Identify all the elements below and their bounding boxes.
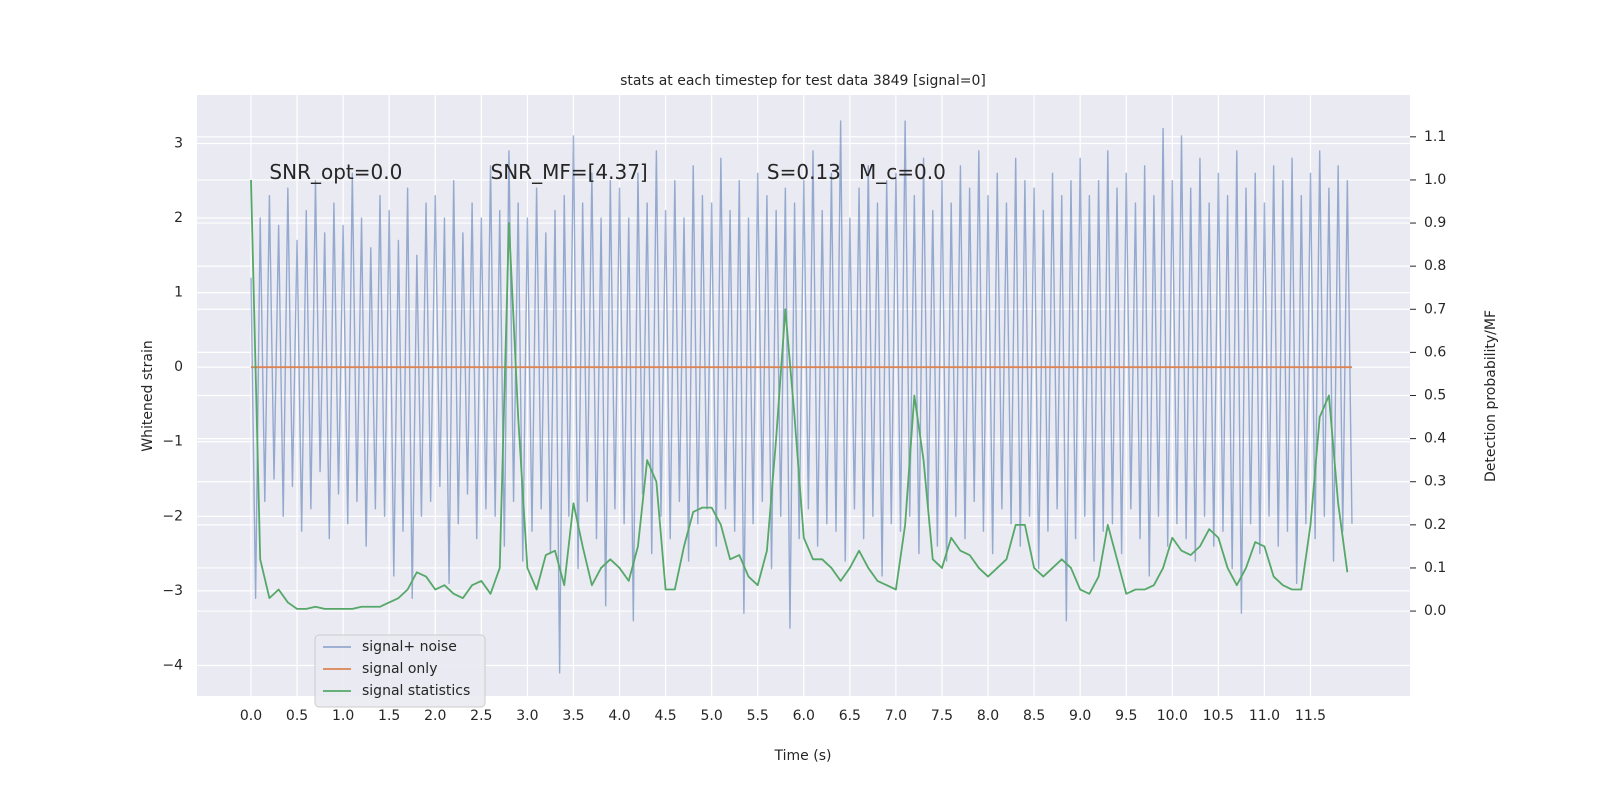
y-axis-label: Whitened strain: [140, 340, 156, 451]
labels: 0.0 0.5 1.0 1.5 2.0 2.5 3.0 3.5 4.0 4.5 5.0 5.5 6.0 6…: [162, 129, 1446, 724]
y2-tick-label: 0.5: [1424, 388, 1446, 404]
y2-tick-label: 0.9: [1424, 215, 1446, 231]
y2-tick-label: 0.2: [1424, 517, 1446, 533]
x-tick-label: 2.5: [470, 708, 492, 724]
y2-tick-label: 0.6: [1424, 344, 1446, 360]
y2-tick-label: 0.7: [1424, 301, 1446, 317]
y-tick-label: −3: [162, 583, 183, 599]
chart-title: stats at each timestep for test data 384…: [620, 73, 986, 89]
y-tick-label: 2: [174, 210, 183, 226]
y-tick-label: −1: [162, 434, 183, 450]
legend-box: [314, 634, 486, 708]
legend-label: signal statistics: [362, 683, 470, 699]
x-tick-label: 5.0: [701, 708, 723, 724]
x-tick-label: 7.5: [931, 708, 953, 724]
x-tick-label: 10.0: [1157, 708, 1188, 724]
y-tick-label: −4: [162, 657, 183, 673]
y2-tick-label: 1.1: [1424, 129, 1446, 145]
y-tick-label: 1: [174, 285, 183, 301]
y-tick-label: 3: [174, 135, 183, 151]
y-tick-label: −2: [162, 508, 183, 524]
x-tick-label: 7.0: [885, 708, 907, 724]
x-tick-label: 0.0: [240, 708, 262, 724]
x-tick-label: 4.0: [608, 708, 630, 724]
x-tick-label: 1.0: [332, 708, 354, 724]
marks: [250, 120, 1353, 674]
legend-label: signal+ noise: [362, 639, 457, 655]
legend: signal+ noise signal only signal statistic…: [314, 634, 486, 708]
x-tick-label: 4.5: [654, 708, 676, 724]
x-axis-label: Time (s): [774, 748, 832, 764]
x-tick-label: 3.0: [516, 708, 538, 724]
y2-axis-label: Detection probability/MF: [1483, 310, 1499, 482]
annotation: SNR_MF=[4.37]: [491, 160, 648, 184]
x-tick-label: 2.0: [424, 708, 446, 724]
x-tick-label: 1.5: [378, 708, 400, 724]
x-tick-label: 8.5: [1023, 708, 1045, 724]
legend-label: signal only: [362, 661, 437, 677]
x-tick-label: 6.5: [839, 708, 861, 724]
annotation: M_c=0.0: [859, 160, 946, 184]
x-tick-label: 9.0: [1069, 708, 1091, 724]
annotation: S=0.13: [767, 160, 841, 184]
x-tick-label: 8.0: [977, 708, 999, 724]
x-tick-label: 6.0: [793, 708, 815, 724]
x-tick-label: 10.5: [1203, 708, 1234, 724]
y2-tick-label: 0.1: [1424, 560, 1446, 576]
y2-tick-label: 0.0: [1424, 603, 1446, 619]
x-tick-label: 9.5: [1115, 708, 1137, 724]
x-tick-label: 5.5: [747, 708, 769, 724]
x-tick-label: 3.5: [562, 708, 584, 724]
x-tick-label: 11.0: [1249, 708, 1280, 724]
series-line: [250, 179, 1349, 610]
y-tick-label: 0: [174, 359, 183, 375]
y2-tick-label: 1.0: [1424, 172, 1446, 188]
x-tick-label: 0.5: [286, 708, 308, 724]
x-tick-label: 11.5: [1295, 708, 1326, 724]
y2-tick-label: 0.4: [1424, 431, 1446, 447]
annotation: SNR_opt=0.0: [269, 160, 402, 184]
y2-tick-label: 0.8: [1424, 258, 1446, 274]
series-line: [250, 120, 1353, 674]
y2-tick-label: 0.3: [1424, 474, 1446, 490]
